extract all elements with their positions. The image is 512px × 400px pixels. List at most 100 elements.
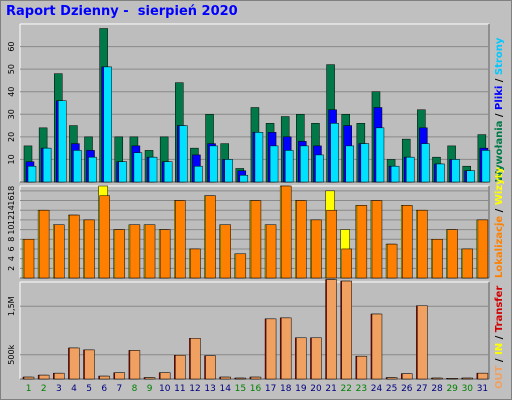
day-label: 4 — [71, 384, 77, 394]
pages-bar — [118, 161, 128, 183]
out-bar — [84, 349, 95, 380]
out-bar — [190, 338, 201, 380]
sites-bar — [311, 219, 322, 279]
mid-ytick-label: 10 — [7, 224, 16, 234]
bot-panel: 500k 1,5M — [7, 279, 490, 380]
sites-bar — [265, 224, 277, 279]
out-bar — [462, 377, 473, 380]
top-ytick-label: 20 — [7, 132, 16, 142]
pages-bar — [330, 123, 339, 183]
sites-bar — [386, 243, 398, 279]
out-bar — [235, 377, 247, 380]
out-bar — [432, 377, 443, 380]
day-label: 24 — [371, 384, 383, 394]
sites-bar — [356, 205, 368, 279]
out-bar — [144, 377, 156, 380]
bot-ytick-label: 500k — [7, 344, 16, 364]
sites-bar — [23, 239, 35, 279]
day-label: 31 — [477, 384, 488, 394]
pages-bar — [103, 66, 112, 183]
top-ytick-label: 50 — [7, 64, 16, 74]
out-bar — [311, 337, 322, 380]
out-bar — [205, 355, 216, 380]
mid-ytick-label: 16 — [7, 195, 16, 205]
mid-ytick-label: 18 — [7, 186, 16, 196]
day-label: 17 — [265, 384, 276, 394]
out-bar — [371, 313, 383, 380]
day-label: 12 — [189, 384, 200, 394]
sites-bar — [99, 195, 110, 279]
day-label: 2 — [41, 384, 47, 394]
out-bar — [69, 347, 80, 380]
legend-hits-files-pages: Wywołania / Pliki / Strony — [494, 37, 505, 182]
day-label: 26 — [401, 384, 413, 394]
pages-bar — [133, 152, 143, 183]
pages-bar — [481, 150, 491, 183]
legend-transfer: OUT / IN / Transfer — [494, 286, 505, 389]
day-label: 8 — [132, 384, 138, 394]
pages-bar — [42, 147, 52, 183]
out-bar — [341, 280, 352, 380]
sites-bar — [175, 200, 186, 279]
pages-bar — [451, 159, 460, 183]
sites-bar — [250, 200, 262, 279]
sites-bar — [159, 229, 171, 279]
out-bar — [417, 305, 428, 380]
out-bar — [175, 354, 186, 380]
out-bar — [250, 376, 262, 380]
day-label: 11 — [174, 384, 185, 394]
pages-bar — [390, 165, 400, 183]
mid-ytick-label: 2 — [7, 266, 16, 271]
day-label: 7 — [116, 384, 122, 394]
pages-bar — [58, 100, 67, 183]
sites-bar — [69, 214, 80, 279]
pages-bar — [148, 156, 158, 183]
pages-bar — [269, 145, 279, 183]
day-label: 28 — [431, 384, 443, 394]
out-bar — [23, 376, 35, 380]
pages-bar — [88, 156, 97, 183]
bot-ytick-label: 1,5M — [7, 296, 16, 316]
out-bar — [356, 355, 368, 380]
day-label: 5 — [86, 384, 92, 394]
day-label: 15 — [235, 384, 246, 394]
day-label: 29 — [446, 384, 458, 394]
day-label: 9 — [147, 384, 153, 394]
sites-bar — [341, 248, 352, 279]
sites-bar — [38, 209, 50, 279]
out-bar — [38, 374, 50, 380]
mid-ytick-label: 6 — [7, 246, 16, 251]
pages-bar — [421, 143, 430, 183]
day-label: 23 — [356, 384, 367, 394]
day-label: 18 — [280, 384, 292, 394]
sites-bar — [84, 219, 95, 279]
sites-bar — [477, 219, 489, 279]
out-bar — [296, 337, 307, 380]
pages-bar — [405, 156, 415, 183]
sites-bar — [447, 229, 458, 279]
sites-bar — [326, 209, 337, 279]
out-bar — [220, 376, 231, 380]
day-label: 21 — [325, 384, 336, 394]
out-bar — [386, 377, 398, 380]
top-ytick-label: 30 — [7, 109, 16, 119]
sites-bar — [114, 229, 126, 279]
top-ytick-label: 10 — [7, 154, 16, 164]
out-bar — [129, 350, 141, 380]
top-ytick-label: 40 — [7, 87, 16, 97]
sites-bar — [417, 209, 428, 279]
day-label: 25 — [386, 384, 397, 394]
out-bar — [265, 318, 277, 380]
pages-bar — [360, 143, 370, 183]
sites-bar — [129, 224, 141, 279]
out-bar — [54, 372, 65, 380]
day-label: 6 — [101, 384, 107, 394]
pages-bar — [466, 170, 475, 183]
out-bar — [280, 317, 292, 380]
day-label: 22 — [341, 384, 352, 394]
page-title: Raport Dzienny - sierpień 2020 — [6, 4, 238, 19]
day-label: 14 — [220, 384, 232, 394]
legend-sites-visits: Lokalizacje / Wizyty — [494, 167, 505, 278]
